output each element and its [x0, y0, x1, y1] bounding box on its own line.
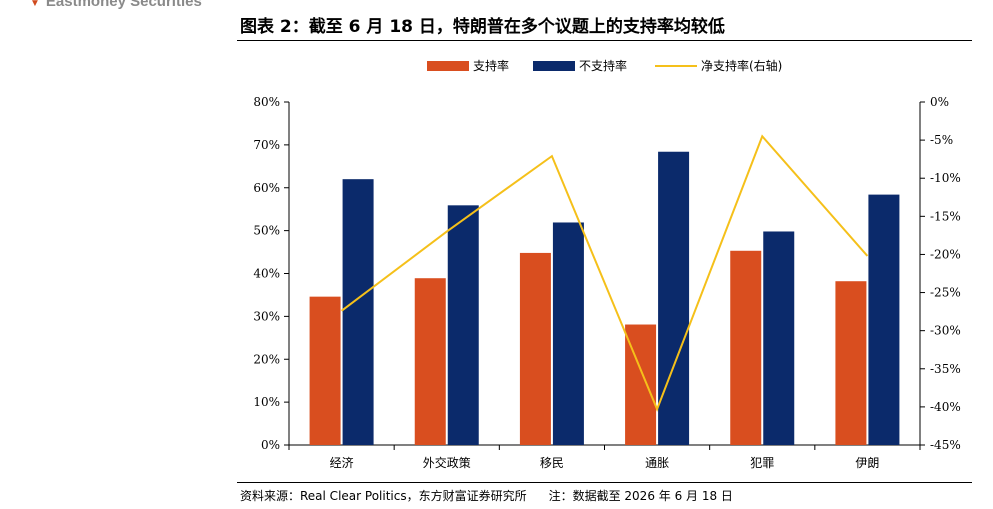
left-tick-label: 70%: [253, 138, 280, 152]
support-bar: [730, 250, 762, 445]
x-tick-label: 外交政策: [423, 455, 471, 470]
right-tick-label: 0%: [930, 95, 949, 109]
chart-title: 图表 2：截至 6 月 18 日，特朗普在多个议题上的支持率均较低: [240, 17, 725, 37]
net-line-group: [340, 134, 869, 412]
axes: 0% 10% 20% 30% 40% 50% 60% 70% 80% -45% -40% -35% -3…: [253, 95, 960, 470]
x-tick-label: 伊朗: [855, 456, 879, 470]
legend-swatch-oppose: [533, 61, 575, 71]
brand-header: ▼ Eastmoney Securities: [30, 0, 202, 10]
oppose-bar: [342, 179, 374, 446]
left-tick-label: 60%: [253, 181, 280, 195]
legend-label-oppose: 不支持率: [579, 58, 627, 73]
left-tick-label: 20%: [253, 352, 280, 366]
right-tick-label: -40%: [930, 400, 961, 414]
title-rule: [237, 40, 972, 41]
brand-mark-icon: ▼: [30, 0, 40, 9]
left-tick-label: 50%: [253, 224, 280, 238]
right-tick-label: -45%: [930, 438, 961, 452]
x-tick-label: 犯罪: [750, 456, 774, 470]
oppose-bar: [552, 222, 584, 445]
x-tick-label: 通胀: [645, 456, 669, 470]
right-tick-label: -25%: [930, 286, 961, 300]
legend-label-support: 支持率: [473, 58, 509, 73]
footer-rule: [237, 482, 972, 483]
support-bar: [835, 281, 867, 445]
left-tick-label: 0%: [261, 438, 280, 452]
oppose-bar: [447, 205, 479, 445]
support-bar: [414, 278, 446, 445]
oppose-bar: [868, 194, 900, 445]
bars: [309, 151, 900, 446]
left-tick-label: 40%: [253, 267, 280, 281]
source-line: 资料来源：Real Clear Politics，东方财富证券研究所 注：数据截至…: [240, 487, 733, 504]
right-tick-label: -30%: [930, 324, 961, 338]
right-tick-label: -20%: [930, 247, 961, 261]
left-tick-label: 10%: [253, 395, 280, 409]
legend: 支持率 不支持率 净支持率(右轴): [427, 58, 782, 73]
right-tick-label: -35%: [930, 362, 961, 376]
legend-label-net: 净支持率(右轴): [701, 58, 782, 73]
right-tick-label: -5%: [930, 133, 953, 147]
net-support-line: [340, 134, 869, 412]
legend-swatch-support: [427, 61, 469, 71]
brand-name: Eastmoney Securities: [45, 0, 202, 10]
right-tick-label: -10%: [930, 171, 961, 185]
right-tick-label: -15%: [930, 209, 961, 223]
oppose-bar: [763, 231, 795, 445]
x-tick-label: 经济: [330, 455, 354, 470]
x-tick-label: 移民: [540, 456, 564, 470]
note-text: 注：数据截至 2026 年 6 月 18 日: [548, 489, 733, 503]
source-text: 资料来源：Real Clear Politics，东方财富证券研究所: [240, 489, 527, 503]
oppose-bar: [658, 151, 690, 446]
support-bar: [519, 252, 551, 445]
left-tick-label: 30%: [253, 309, 280, 323]
support-bar: [309, 296, 341, 445]
left-tick-label: 80%: [253, 95, 280, 109]
